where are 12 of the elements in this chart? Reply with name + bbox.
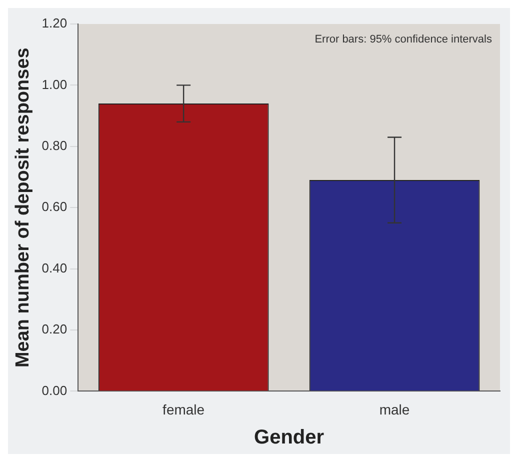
x-tick-label: male bbox=[379, 401, 410, 418]
y-tick-label: 1.20 bbox=[42, 16, 68, 31]
annotation: Error bars: 95% confidence intervals bbox=[314, 34, 492, 46]
y-tick-label: 1.00 bbox=[42, 76, 68, 92]
y-tick-label: 0.40 bbox=[42, 260, 68, 276]
y-tick-label: 0.60 bbox=[42, 199, 68, 214]
y-tick-label: 0.00 bbox=[42, 382, 68, 398]
x-axis-title: Gender bbox=[254, 426, 324, 449]
y-axis-title: Mean number of deposit responses bbox=[12, 48, 34, 368]
y-tick-label: 0.80 bbox=[42, 138, 68, 153]
y-tick-label: 0.20 bbox=[42, 322, 68, 337]
x-tick-label: female bbox=[162, 401, 205, 418]
